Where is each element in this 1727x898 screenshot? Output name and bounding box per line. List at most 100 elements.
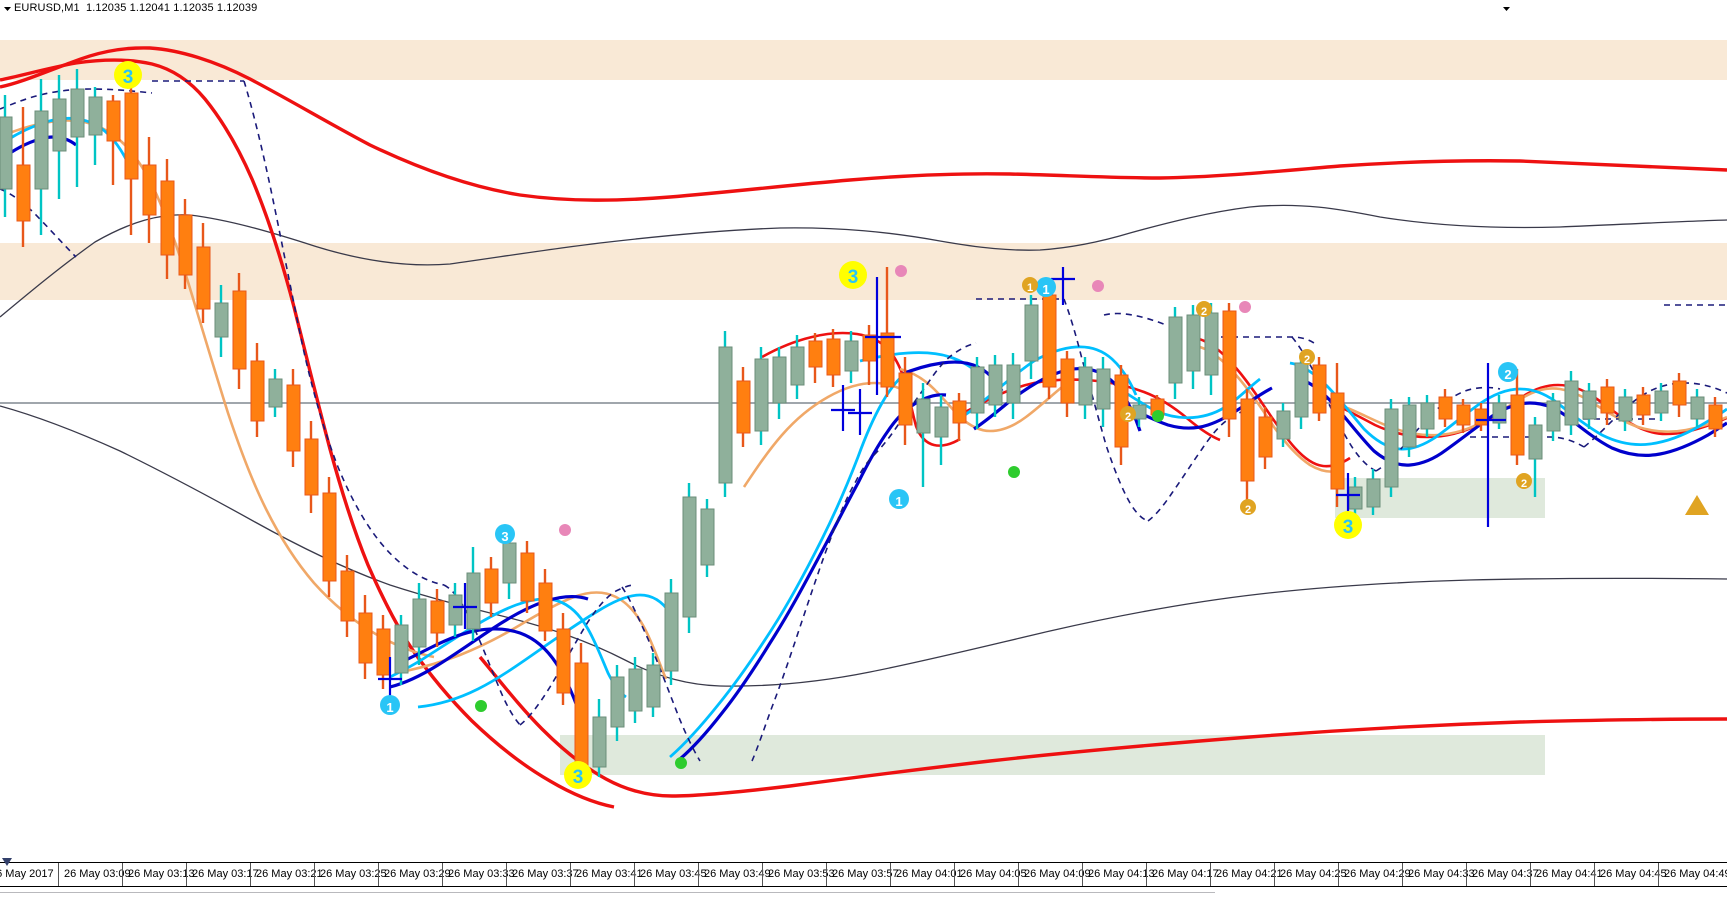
chart-scrollbar-empty — [1216, 891, 1727, 894]
time-axis-tick — [442, 863, 443, 886]
signal-marker-cyan-1-a[interactable]: 1 — [889, 489, 909, 509]
time-axis-label: 26 May 04:05 — [960, 868, 1027, 880]
zigzag-high-4-pink-dot — [559, 524, 571, 536]
candle — [826, 329, 841, 387]
time-axis-tick — [186, 863, 187, 886]
signal-marker-gold-2-f[interactable]: 2 — [1516, 473, 1532, 490]
time-axis-label: 26 May 04:49 — [1664, 868, 1727, 880]
candle — [754, 347, 769, 445]
candle — [1672, 373, 1687, 417]
time-axis-tick — [122, 863, 123, 886]
svg-text:2: 2 — [1521, 478, 1527, 490]
time-axis-label: 26 May 04:41 — [1536, 868, 1603, 880]
candle — [934, 395, 949, 465]
signal-marker-gold-2-b[interactable]: 2 — [1196, 301, 1212, 318]
time-axis-label: 26 May 03:45 — [640, 868, 707, 880]
candle — [1456, 399, 1471, 433]
candle — [700, 499, 715, 577]
time-axis-tick — [1402, 863, 1403, 886]
time-axis-tick — [826, 863, 827, 886]
zigzag-low-2-green-dot — [1152, 410, 1164, 422]
candle — [610, 665, 625, 741]
time-axis-label: 26 May 04:13 — [1088, 868, 1155, 880]
svg-text:3: 3 — [573, 767, 584, 788]
candle — [1312, 357, 1327, 421]
candle — [952, 393, 967, 441]
ma-cyan-up — [669, 371, 907, 759]
signal-marker-cyan-1-b[interactable]: 1 — [380, 695, 400, 715]
candle — [1042, 285, 1057, 399]
candle — [862, 325, 877, 385]
candle — [1060, 351, 1075, 417]
time-axis-tick — [890, 863, 891, 886]
candle — [160, 159, 175, 279]
svg-text:1: 1 — [895, 494, 902, 509]
chart-title-bar: EURUSD,M1 1.12035 1.12041 1.12035 1.1203… — [0, 0, 1727, 18]
time-axis-label: 26 May 04:45 — [1600, 868, 1667, 880]
time-axis-label: 26 May 04:17 — [1152, 868, 1219, 880]
candle — [538, 569, 553, 641]
chart-scrollbar-track[interactable] — [0, 892, 1215, 893]
buy-arrow-marker — [1685, 495, 1709, 515]
caret-down-icon[interactable] — [0, 0, 14, 17]
candle — [556, 613, 571, 705]
signal-marker-cyan-1-d[interactable]: 2 — [1498, 362, 1518, 382]
candle — [772, 347, 787, 419]
price-chart-canvas[interactable]: 3 3 3 3 1 — [0, 17, 1727, 862]
candle — [358, 595, 373, 679]
candle — [376, 615, 391, 689]
time-axis-label: 26 May 03:13 — [128, 868, 195, 880]
ma-slow-gray-lower — [0, 405, 1727, 687]
chart-svg: 3 3 3 3 1 — [0, 40, 1727, 809]
candle — [844, 331, 859, 383]
svg-text:2: 2 — [1304, 354, 1310, 366]
candle — [322, 477, 337, 597]
zigzag-low-4-green-dot — [675, 757, 687, 769]
svg-text:2: 2 — [1201, 306, 1207, 318]
time-axis-label: 26 May 03:49 — [704, 868, 771, 880]
candle — [178, 199, 193, 289]
candle — [1528, 417, 1543, 497]
candle — [1204, 303, 1219, 395]
time-axis-tick — [1466, 863, 1467, 886]
candle — [790, 335, 805, 399]
candle — [736, 367, 751, 447]
candlestick-layer — [0, 69, 1723, 787]
time-axis-tick — [1530, 863, 1531, 886]
candle — [1096, 357, 1111, 427]
scroll-arrow-icon[interactable] — [2, 854, 13, 872]
envelope-lower-red-right — [478, 655, 1727, 798]
signal-marker-yellow-3-d[interactable]: 3 — [1334, 511, 1362, 539]
time-axis-tick — [634, 863, 635, 886]
signal-marker-cyan-1-c[interactable]: 1 — [1036, 277, 1056, 297]
candle — [520, 541, 535, 613]
candle — [682, 483, 697, 633]
signal-marker-gold-2-a[interactable]: 1 — [1022, 277, 1038, 294]
time-axis-label: 26 May 03:37 — [512, 868, 579, 880]
candle — [286, 369, 301, 467]
candle — [430, 589, 445, 647]
time-axis-label: 26 May 03:25 — [320, 868, 387, 880]
candle — [628, 657, 643, 723]
zigzag-seg-3 — [243, 80, 445, 586]
caret-down-icon-right[interactable] — [1499, 0, 1513, 17]
candle — [1618, 389, 1633, 431]
candle — [232, 273, 247, 389]
signal-marker-yellow-3-b[interactable]: 3 — [839, 261, 867, 289]
signal-marker-cyan-3-e[interactable]: 3 — [495, 524, 515, 544]
time-axis-tick — [954, 863, 955, 886]
time-axis-tick — [1082, 863, 1083, 886]
candle — [898, 357, 913, 445]
signal-marker-gold-2-d[interactable]: 2 — [1240, 499, 1256, 516]
svg-text:3: 3 — [501, 529, 508, 544]
signal-marker-yellow-3-a[interactable]: 3 — [114, 61, 142, 89]
signal-marker-yellow-3-c[interactable]: 3 — [564, 761, 592, 789]
signal-marker-gold-2-c[interactable]: 2 — [1120, 406, 1136, 423]
candle — [1690, 389, 1705, 427]
time-axis-label: 26 May 03:57 — [832, 868, 899, 880]
signal-marker-gold-2-e[interactable]: 2 — [1299, 349, 1315, 366]
zigzag-seg-17 — [1583, 382, 1727, 448]
time-axis-label: 26 May 03:33 — [448, 868, 515, 880]
